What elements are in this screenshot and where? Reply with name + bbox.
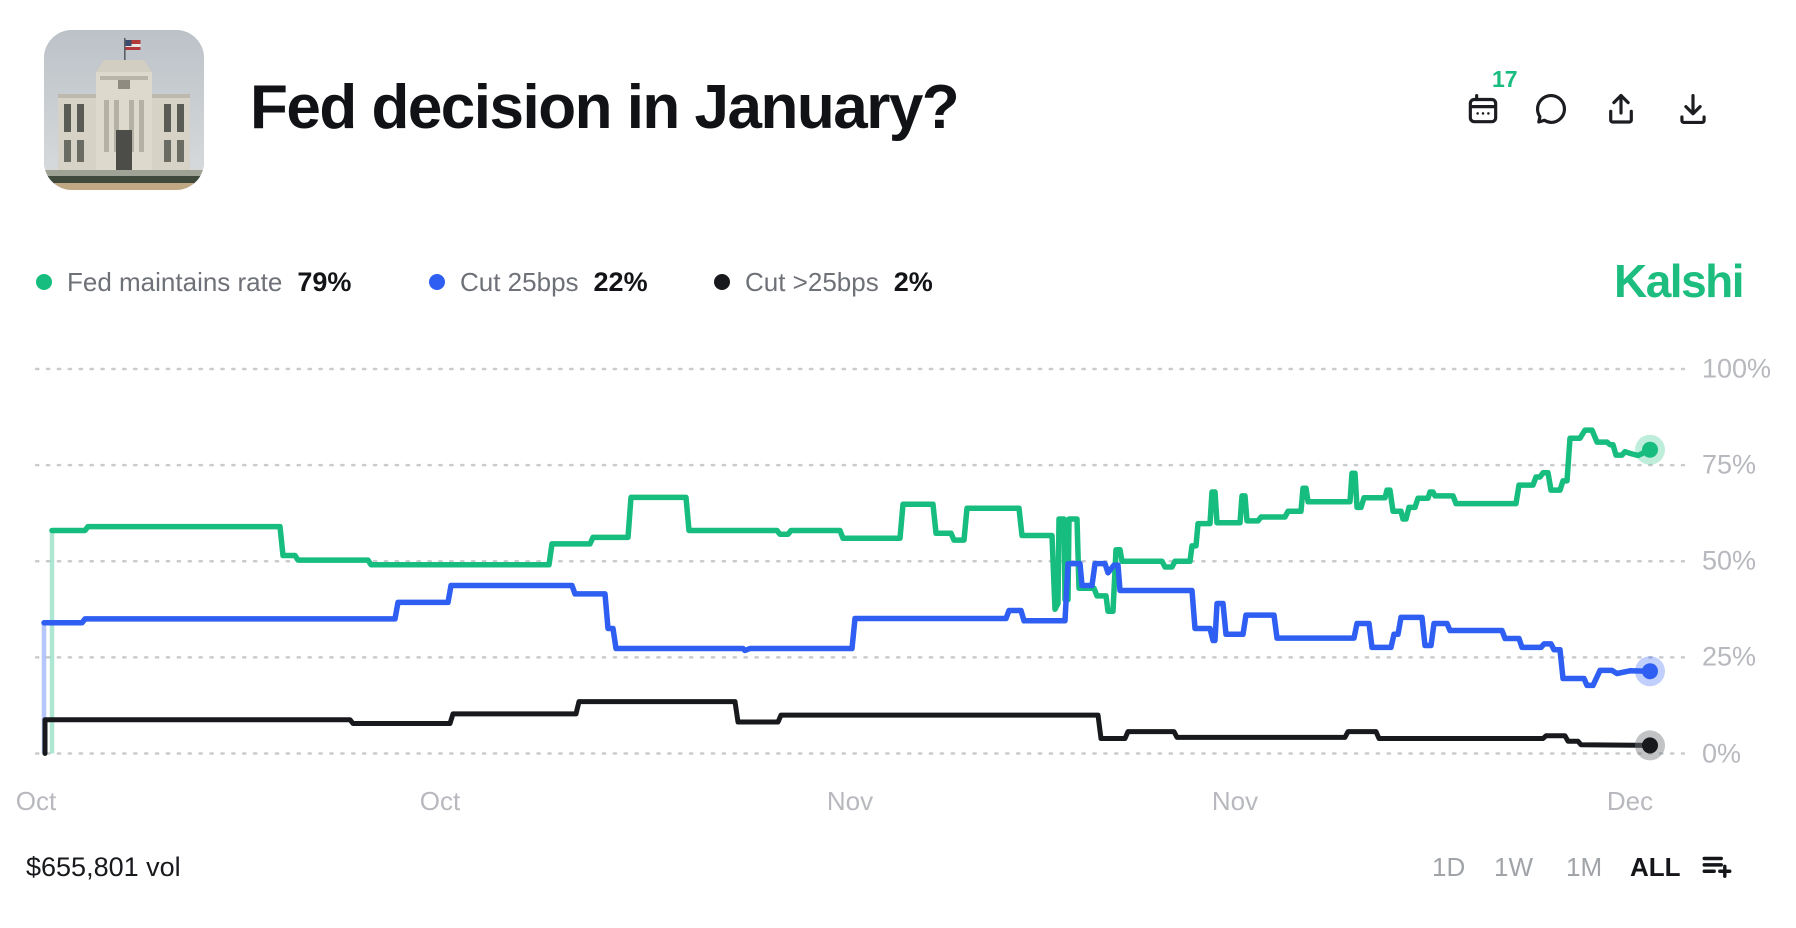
range-button-1m[interactable]: 1M	[1566, 852, 1603, 882]
y-axis-label: 25%	[1702, 641, 1757, 672]
range-button-1w[interactable]: 1W	[1494, 852, 1533, 882]
calendar-badge: 17	[1492, 66, 1518, 92]
download-icon[interactable]	[1674, 90, 1712, 128]
y-axis-label: 100%	[1702, 353, 1772, 384]
x-axis-label: Oct	[419, 786, 461, 816]
comment-icon[interactable]	[1532, 90, 1570, 128]
endpoint-dot	[1642, 663, 1658, 680]
legend-item-cutgt25: Cut >25bps 2%	[714, 266, 933, 298]
y-axis-label: 50%	[1702, 545, 1757, 576]
share-icon[interactable]	[1602, 90, 1640, 128]
page-title: Fed decision in January?	[250, 73, 960, 142]
price-history-chart[interactable]	[0, 300, 1796, 770]
series-line-cut-25bps	[42, 699, 1653, 756]
legend-label: Fed maintains rate	[67, 266, 283, 297]
x-axis-label: Nov	[1211, 786, 1259, 816]
y-axis-label: 75%	[1702, 449, 1757, 480]
y-axis-label: 0%	[1702, 738, 1742, 768]
legend-item-maintain: Fed maintains rate 79%	[36, 266, 351, 298]
volume-text: $655,801 vol	[26, 852, 181, 882]
legend-value: 22%	[593, 266, 648, 297]
legend-value: 79%	[297, 266, 352, 297]
range-button-1d[interactable]: 1D	[1432, 852, 1466, 882]
series-line-cut-25bps	[41, 560, 1653, 689]
endpoint-dot	[1642, 441, 1658, 458]
legend-label: Cut >25bps	[745, 266, 879, 297]
range-button-all[interactable]: ALL	[1630, 852, 1681, 882]
x-axis-label: Dec	[1606, 786, 1654, 816]
playlist-add-icon[interactable]	[1700, 850, 1734, 884]
series-line-fed-maintains-rate	[49, 427, 1653, 614]
kalshi-logo: Kalshi	[1614, 255, 1745, 307]
legend-label: Cut 25bps	[460, 266, 579, 297]
legend-item-cut25: Cut 25bps 22%	[429, 266, 648, 298]
legend-dot-cutgt25	[714, 274, 730, 290]
endpoint-dot	[1642, 737, 1658, 754]
fed-building-image	[44, 30, 204, 190]
market-avatar	[44, 30, 204, 190]
legend-dot-maintain	[36, 274, 52, 290]
legend-dot-cut25	[429, 274, 445, 290]
x-axis-label: Oct	[15, 786, 57, 816]
x-axis-label: Nov	[826, 786, 874, 816]
calendar-icon[interactable]	[1464, 90, 1502, 128]
legend-value: 2%	[893, 266, 933, 297]
